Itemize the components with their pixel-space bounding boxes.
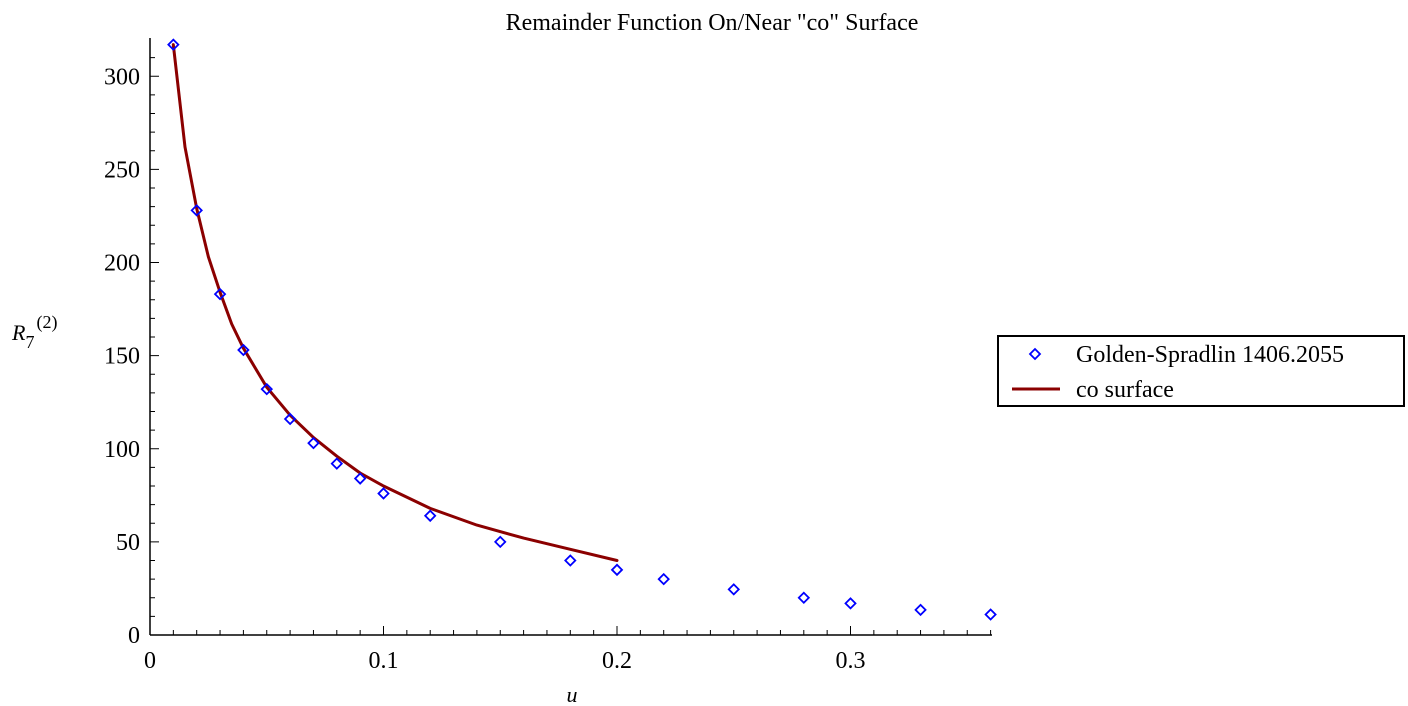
y-tick-label: 250 <box>104 157 140 183</box>
y-tick-label: 200 <box>104 251 140 277</box>
y-tick-label: 100 <box>104 437 140 463</box>
y-axis-label-base: R <box>11 320 26 345</box>
y-axis-label-subscript: 7 <box>25 332 34 352</box>
data-point-diamond <box>307 436 320 450</box>
y-axis-ticks: 0 50 100 150 200 250 300 <box>104 57 159 649</box>
data-point-diamond <box>260 382 274 396</box>
data-point-diamond <box>423 509 437 523</box>
data-point-diamond <box>610 563 624 577</box>
data-point-diamond <box>797 591 811 605</box>
data-point-diamond <box>283 412 297 426</box>
data-point-diamond <box>657 572 670 586</box>
plot-points <box>167 38 997 621</box>
x-axis-ticks: 0 0.1 0.2 0.3 <box>144 626 992 674</box>
data-point-diamond <box>984 608 997 621</box>
data-point-diamond <box>167 38 180 51</box>
x-axis-label: u <box>567 682 578 706</box>
data-point-diamond <box>213 287 227 301</box>
x-tick-label: 0.1 <box>369 648 399 674</box>
y-axis-label: R7(2) <box>11 312 57 352</box>
y-tick-label: 150 <box>104 344 140 370</box>
data-point-diamond <box>727 583 741 596</box>
x-tick-label: 0.2 <box>602 648 632 674</box>
legend-label-line: co surface <box>1076 377 1174 403</box>
legend-marker-diamond <box>1028 347 1042 361</box>
y-tick-label: 300 <box>104 64 140 90</box>
data-point-diamond <box>237 343 250 357</box>
legend-box <box>997 335 1405 407</box>
data-point-diamond <box>564 554 577 567</box>
y-tick-label: 0 <box>128 623 140 649</box>
data-point-diamond <box>190 204 203 217</box>
chart-title: Remainder Function On/Near "co" Surface <box>506 10 919 36</box>
x-tick-label: 0.3 <box>836 648 866 674</box>
x-tick-label: 0 <box>144 648 156 674</box>
data-point-diamond <box>353 472 367 485</box>
y-axis-label-superscript: (2) <box>36 312 57 333</box>
legend-label-points: Golden-Spradlin 1406.2055 <box>1076 342 1344 368</box>
co-surface-curve <box>171 43 619 562</box>
data-point-diamond <box>330 457 344 470</box>
data-point-diamond <box>914 603 927 617</box>
data-point-diamond <box>844 597 857 610</box>
legend: Golden-Spradlin 1406.2055 co surface <box>997 335 1405 407</box>
axes <box>149 38 992 636</box>
data-point-diamond <box>493 535 507 549</box>
y-tick-label: 50 <box>116 530 140 556</box>
data-point-diamond <box>377 487 390 500</box>
plot-lines <box>171 43 619 562</box>
